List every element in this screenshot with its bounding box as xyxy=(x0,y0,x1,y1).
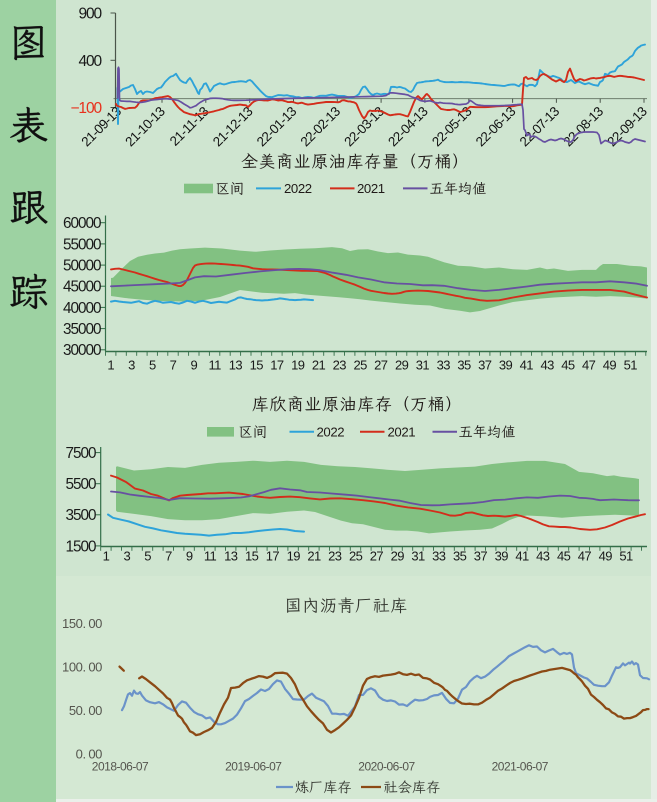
svg-text:1: 1 xyxy=(103,548,110,563)
svg-text:150.00: 150. 00 xyxy=(62,616,102,631)
svg-text:11: 11 xyxy=(208,357,221,372)
svg-text:31: 31 xyxy=(416,357,430,372)
svg-text:45: 45 xyxy=(557,548,571,563)
svg-text:21: 21 xyxy=(307,548,321,563)
svg-text:45: 45 xyxy=(561,357,575,372)
svg-text:35000: 35000 xyxy=(63,321,101,338)
svg-text:7: 7 xyxy=(165,548,172,563)
svg-text:25: 25 xyxy=(353,357,367,372)
svg-text:3: 3 xyxy=(123,548,130,563)
svg-text:29: 29 xyxy=(391,548,405,563)
svg-text:−100: −100 xyxy=(70,100,102,117)
svg-text:13: 13 xyxy=(224,548,238,563)
svg-text:27: 27 xyxy=(370,548,384,563)
svg-text:19: 19 xyxy=(287,548,301,563)
svg-text:41: 41 xyxy=(515,548,529,563)
svg-text:2021: 2021 xyxy=(357,181,385,196)
svg-text:1: 1 xyxy=(107,357,114,372)
svg-text:31: 31 xyxy=(411,548,425,563)
svg-text:49: 49 xyxy=(603,357,617,372)
svg-text:3: 3 xyxy=(128,357,135,372)
svg-text:15: 15 xyxy=(250,357,264,372)
svg-text:29: 29 xyxy=(395,357,409,372)
svg-text:2021-06-07: 2021-06-07 xyxy=(492,759,549,773)
svg-text:39: 39 xyxy=(495,548,509,563)
svg-text:11: 11 xyxy=(204,548,217,563)
svg-text:51: 51 xyxy=(619,548,633,563)
svg-text:47: 47 xyxy=(578,548,592,563)
svg-text:7: 7 xyxy=(170,357,177,372)
svg-text:51: 51 xyxy=(624,357,638,372)
svg-text:7500: 7500 xyxy=(65,445,96,462)
svg-text:43: 43 xyxy=(536,548,550,563)
svg-text:2020-06-07: 2020-06-07 xyxy=(358,759,415,773)
svg-text:2019-06-07: 2019-06-07 xyxy=(225,759,282,773)
svg-text:5: 5 xyxy=(149,357,156,372)
svg-text:2022: 2022 xyxy=(284,181,312,196)
svg-text:39: 39 xyxy=(499,357,513,372)
svg-text:41: 41 xyxy=(520,357,534,372)
svg-text:50000: 50000 xyxy=(63,258,101,275)
svg-text:400: 400 xyxy=(78,53,102,70)
svg-text:35: 35 xyxy=(453,548,467,563)
svg-text:30000: 30000 xyxy=(63,342,101,359)
svg-text:50.00: 50. 00 xyxy=(69,703,102,718)
svg-text:2018-06-07: 2018-06-07 xyxy=(92,759,149,773)
svg-text:33: 33 xyxy=(432,548,446,563)
svg-text:45000: 45000 xyxy=(63,279,101,296)
svg-text:3500: 3500 xyxy=(65,507,96,524)
svg-text:2022: 2022 xyxy=(317,425,345,440)
svg-text:17: 17 xyxy=(270,357,284,372)
svg-text:60000: 60000 xyxy=(63,215,101,232)
svg-text:55000: 55000 xyxy=(63,236,101,253)
svg-text:49: 49 xyxy=(599,548,613,563)
svg-text:1500: 1500 xyxy=(65,538,96,555)
svg-text:37: 37 xyxy=(478,357,492,372)
svg-text:23: 23 xyxy=(328,548,342,563)
svg-text:33: 33 xyxy=(437,357,451,372)
svg-text:0.00: 0. 00 xyxy=(76,747,102,762)
svg-text:23: 23 xyxy=(333,357,347,372)
svg-text:35: 35 xyxy=(457,357,471,372)
svg-text:47: 47 xyxy=(582,357,596,372)
svg-text:25: 25 xyxy=(349,548,363,563)
svg-text:17: 17 xyxy=(266,548,280,563)
svg-text:2021: 2021 xyxy=(388,425,416,440)
svg-text:9: 9 xyxy=(186,548,193,563)
svg-text:5: 5 xyxy=(144,548,151,563)
svg-text:40000: 40000 xyxy=(63,300,101,317)
svg-text:15: 15 xyxy=(245,548,259,563)
svg-text:9: 9 xyxy=(190,357,197,372)
svg-text:27: 27 xyxy=(374,357,388,372)
svg-text:43: 43 xyxy=(540,357,554,372)
svg-text:5500: 5500 xyxy=(65,476,96,493)
svg-text:21: 21 xyxy=(312,357,326,372)
svg-text:100.00: 100. 00 xyxy=(62,659,102,674)
svg-text:19: 19 xyxy=(291,357,305,372)
svg-text:37: 37 xyxy=(474,548,488,563)
svg-text:13: 13 xyxy=(229,357,243,372)
svg-text:900: 900 xyxy=(78,6,102,23)
